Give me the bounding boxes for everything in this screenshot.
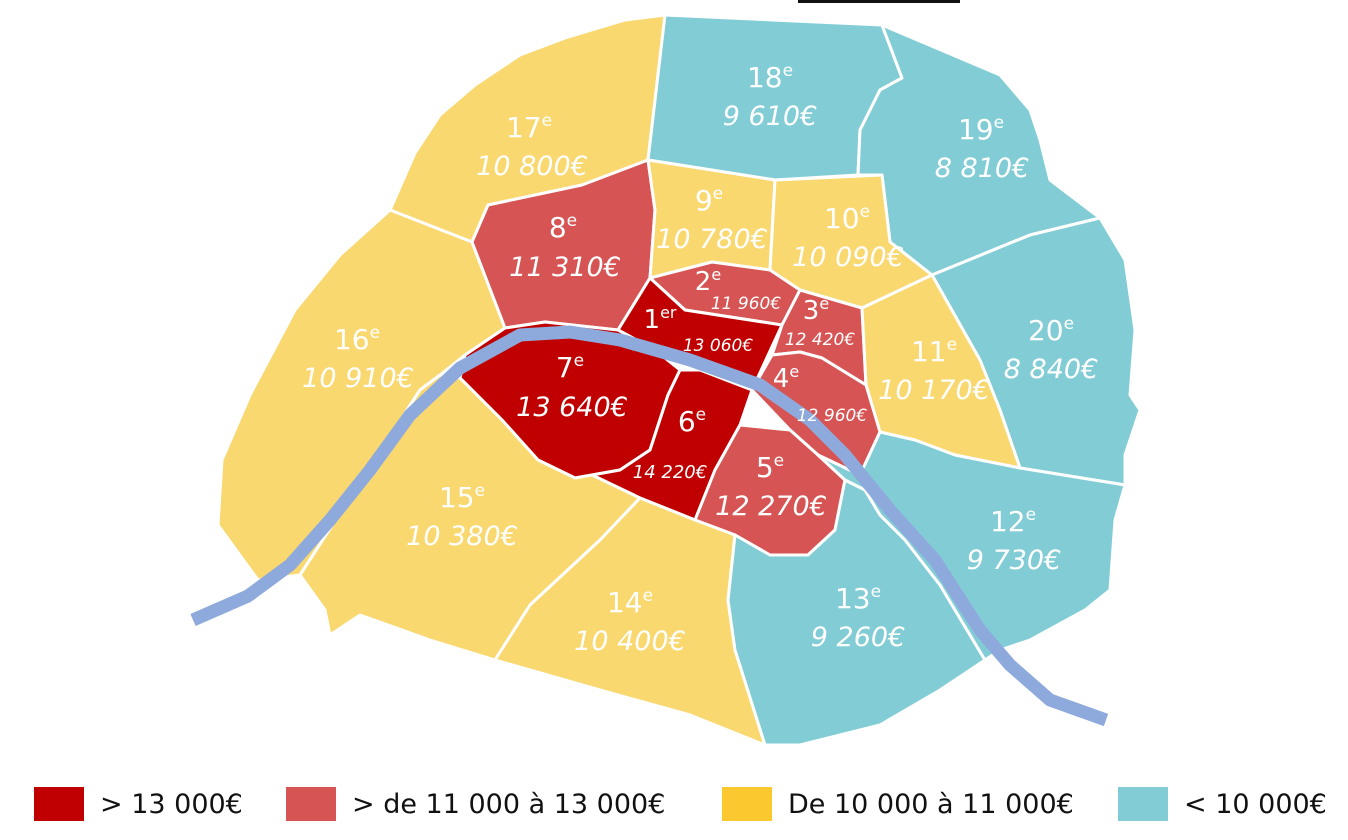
district-15-price: 10 380€ xyxy=(406,521,518,552)
district-5-price: 12 270€ xyxy=(715,491,827,522)
district-18-price: 9 610€ xyxy=(723,101,817,132)
legend-swatch-low xyxy=(1118,787,1168,821)
legend-label-low: < 10 000€ xyxy=(1184,788,1327,820)
legend-item-mid: De 10 000 à 11 000€ xyxy=(722,786,1074,822)
district-8-number: 8e xyxy=(549,211,577,244)
district-16-number: 16e xyxy=(334,323,380,356)
legend-swatch-very-high xyxy=(34,787,84,821)
district-8-price: 11 310€ xyxy=(509,252,621,283)
district-13-number: 13e xyxy=(835,582,881,615)
district-19-price: 8 810€ xyxy=(935,153,1029,184)
district-14-price: 10 400€ xyxy=(574,626,686,657)
district-2-price: 11 960€ xyxy=(711,294,781,314)
district-17-price: 10 800€ xyxy=(476,151,588,182)
district-12 xyxy=(816,430,1127,662)
district-20-price: 8 840€ xyxy=(1004,354,1098,385)
district-3-number: 3e xyxy=(803,294,829,326)
top-rule xyxy=(798,0,960,3)
district-10-number: 10e xyxy=(824,202,870,235)
legend-swatch-high xyxy=(286,787,336,821)
legend-label-mid: De 10 000 à 11 000€ xyxy=(788,788,1074,820)
legend-item-low: < 10 000€ xyxy=(1118,786,1327,822)
district-19-number: 19e xyxy=(958,113,1004,146)
district-4-number: 4e xyxy=(773,362,799,394)
district-7-price: 13 640€ xyxy=(516,392,628,423)
district-13-price: 9 260€ xyxy=(811,622,905,653)
district-9-price: 10 780€ xyxy=(656,224,768,255)
legend-swatch-mid xyxy=(722,787,772,821)
district-1-price: 13 060€ xyxy=(683,336,753,356)
district-12-number: 12e xyxy=(990,505,1036,538)
district-6-price: 14 220€ xyxy=(633,462,707,483)
district-11-number: 11e xyxy=(911,335,957,368)
district-1-number: 1er xyxy=(644,303,677,335)
district-6-number: 6e xyxy=(678,405,706,438)
district-18-number: 18e xyxy=(747,61,793,94)
district-3-price: 12 420€ xyxy=(785,330,855,350)
district-20-number: 20e xyxy=(1028,314,1074,347)
legend-label-high: > de 11 000 à 13 000€ xyxy=(352,788,666,820)
legend-item-very-high: > 13 000€ xyxy=(34,786,243,822)
district-7-number: 7e xyxy=(556,351,584,384)
district-14 xyxy=(493,496,767,747)
district-15-number: 15e xyxy=(439,481,485,514)
district-17-number: 17e xyxy=(506,111,552,144)
district-4-price: 12 960€ xyxy=(797,406,867,426)
legend: > 13 000€ > de 11 000 à 13 000€ De 10 00… xyxy=(0,780,1348,830)
district-16-price: 10 910€ xyxy=(302,363,414,394)
district-9-number: 9e xyxy=(695,184,723,217)
seine-river xyxy=(190,325,1109,727)
district-5-number: 5e xyxy=(756,451,784,484)
district-11-price: 10 170€ xyxy=(878,375,990,406)
districts-layer xyxy=(216,13,1142,747)
district-2-number: 2e xyxy=(695,265,721,297)
legend-label-very-high: > 13 000€ xyxy=(100,788,243,820)
legend-item-high: > de 11 000 à 13 000€ xyxy=(286,786,665,822)
district-12-price: 9 730€ xyxy=(967,545,1061,576)
district-9 xyxy=(646,158,777,280)
district-14-number: 14e xyxy=(607,586,653,619)
district-10-price: 10 090€ xyxy=(792,242,904,273)
